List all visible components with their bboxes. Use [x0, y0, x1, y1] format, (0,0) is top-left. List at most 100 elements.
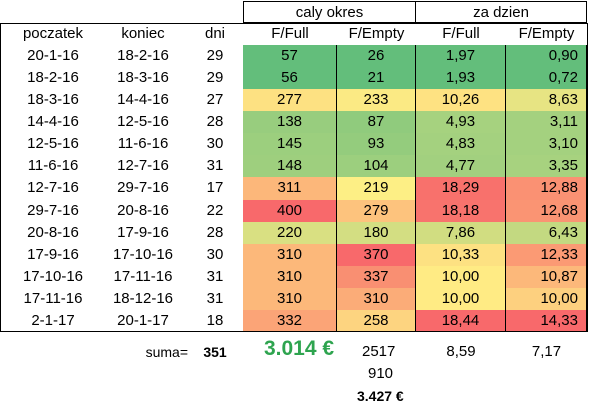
cell-full: 56 [243, 67, 337, 89]
cell-daily-full: 18,44 [416, 310, 506, 332]
cell-empty: 21 [337, 67, 416, 89]
cell-daily-empty: 3,10 [506, 133, 587, 155]
cell-full: 138 [243, 111, 337, 133]
cell-daily-full: 4,83 [416, 133, 506, 155]
cell-start: 20-1-16 [27, 47, 79, 64]
summary-extra: 910 [368, 365, 394, 382]
summary-daily-full: 8,59 [446, 343, 476, 360]
cell-daily-empty: 12,88 [506, 177, 587, 200]
cell-empty: 370 [337, 244, 416, 266]
cell-full: 400 [243, 200, 337, 222]
cell-empty: 180 [337, 222, 416, 244]
summary-total-eur: 3.014 € [263, 337, 335, 360]
column-header-daily-full: F/Full [442, 25, 480, 42]
cell-empty: 310 [337, 288, 416, 310]
cell-empty: 219 [337, 177, 416, 200]
cell-empty: 26 [337, 45, 416, 67]
cell-full: 310 [243, 266, 337, 288]
cell-start: 2-1-17 [31, 312, 75, 329]
cell-daily-empty: 12,33 [506, 244, 587, 266]
column-header-daily-empty: F/Empty [518, 25, 575, 42]
cell-days: 30 [206, 246, 224, 263]
cell-daily-empty: 0,90 [506, 45, 587, 67]
cell-days: 28 [206, 113, 224, 130]
cell-end: 20-1-17 [117, 312, 169, 329]
cell-daily-empty: 12,68 [506, 200, 587, 222]
cell-full: 57 [243, 45, 337, 67]
cell-daily-full: 18,29 [416, 177, 506, 200]
cell-end: 17-11-16 [113, 268, 173, 285]
summary-days: 351 [203, 344, 227, 360]
cell-daily-full: 10,26 [416, 89, 506, 111]
group-header-daily: za dzien [415, 1, 587, 23]
column-header-empty: F/Empty [348, 25, 405, 42]
cell-start: 20-8-16 [27, 224, 79, 241]
cell-empty: 87 [337, 111, 416, 133]
cell-daily-empty: 10,00 [506, 288, 587, 310]
cell-end: 12-7-16 [117, 157, 169, 174]
cell-start: 12-5-16 [27, 135, 79, 152]
cell-days: 18 [206, 312, 224, 329]
cell-daily-full: 1,97 [416, 45, 506, 67]
cell-empty: 93 [337, 133, 416, 155]
cell-end: 18-12-16 [112, 290, 174, 307]
cell-start: 11-6-16 [27, 157, 79, 174]
cell-days: 29 [206, 47, 224, 64]
cell-days: 27 [206, 91, 224, 108]
cell-full: 332 [243, 310, 337, 332]
summary-grand-total: 3.427 € [357, 388, 404, 404]
cell-empty: 337 [337, 266, 416, 288]
cell-empty: 279 [337, 200, 416, 222]
cell-end: 18-3-16 [117, 69, 169, 86]
column-header-start: poczatek [22, 25, 84, 42]
cell-days: 30 [206, 135, 224, 152]
cell-full: 311 [243, 177, 337, 200]
cell-full: 148 [243, 155, 337, 177]
cell-start: 17-10-16 [22, 268, 84, 285]
cell-end: 18-2-16 [117, 47, 169, 64]
cell-daily-full: 4,77 [416, 155, 506, 177]
cell-full: 277 [243, 89, 337, 111]
cell-end: 20-8-16 [117, 202, 169, 219]
cell-daily-full: 4,93 [416, 111, 506, 133]
column-header-days: dni [204, 25, 226, 42]
cell-daily-full: 10,00 [416, 288, 506, 310]
cell-daily-full: 7,86 [416, 222, 506, 244]
cell-end: 17-10-16 [112, 246, 174, 263]
cell-full: 310 [243, 288, 337, 310]
cell-empty: 258 [337, 310, 416, 332]
cell-daily-full: 1,93 [416, 67, 506, 89]
cell-daily-empty: 0,72 [506, 67, 587, 89]
group-header-total: caly okres [243, 1, 416, 23]
cell-start: 18-2-16 [27, 69, 79, 86]
cell-end: 29-7-16 [117, 179, 169, 196]
cell-daily-empty: 3,35 [506, 155, 587, 177]
cell-end: 11-6-16 [117, 135, 169, 152]
cell-days: 28 [206, 224, 224, 241]
cell-days: 31 [206, 157, 224, 174]
cell-start: 12-7-16 [27, 179, 79, 196]
cell-full: 310 [243, 244, 337, 266]
summary-daily-empty: 7,17 [531, 343, 562, 360]
cell-daily-empty: 6,43 [506, 222, 587, 244]
cell-daily-empty: 14,33 [506, 310, 587, 332]
column-header-full: F/Full [271, 25, 309, 42]
cell-start: 14-4-16 [27, 113, 79, 130]
cell-daily-full: 10,00 [416, 266, 506, 288]
cell-end: 12-5-16 [117, 113, 169, 130]
cell-start: 29-7-16 [27, 202, 79, 219]
cell-days: 31 [206, 268, 224, 285]
cell-end: 17-9-16 [117, 224, 169, 241]
cell-daily-empty: 3,11 [506, 111, 587, 133]
column-header-end: koniec [121, 25, 165, 42]
cell-days: 22 [206, 202, 224, 219]
cell-end: 14-4-16 [117, 91, 169, 108]
cell-days: 17 [206, 179, 224, 196]
cell-empty: 233 [337, 89, 416, 111]
summary-label: suma= [145, 344, 188, 360]
cell-days: 29 [206, 69, 224, 86]
cell-full: 145 [243, 133, 337, 155]
cell-empty: 104 [337, 155, 416, 177]
cell-daily-empty: 10,87 [506, 266, 587, 288]
